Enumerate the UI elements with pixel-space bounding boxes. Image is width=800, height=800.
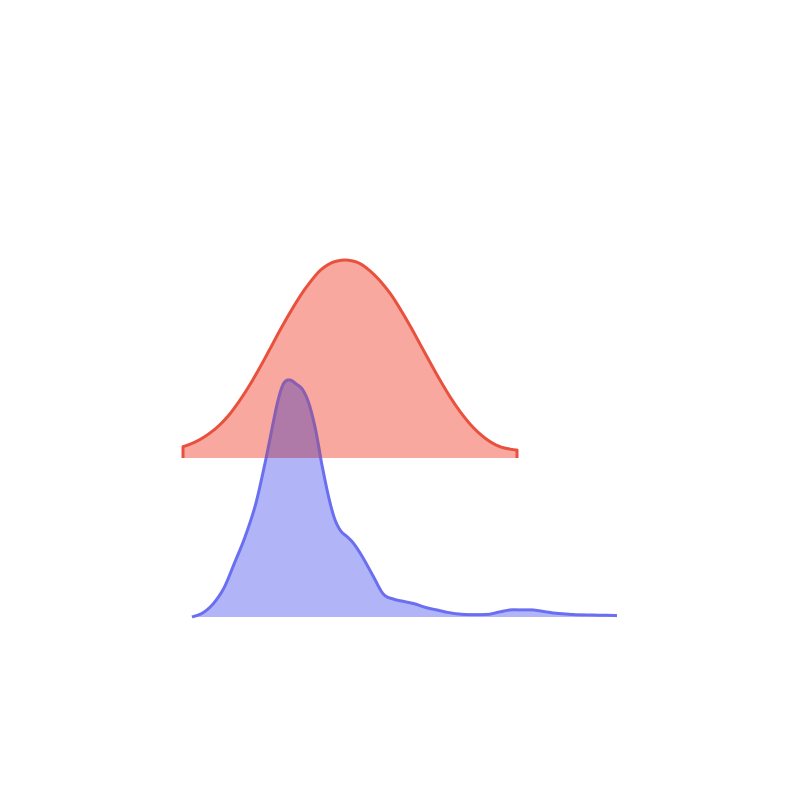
density-line-2-overlap xyxy=(264,378,323,458)
density-area-1 xyxy=(183,260,517,458)
density-line-1 xyxy=(181,258,519,458)
